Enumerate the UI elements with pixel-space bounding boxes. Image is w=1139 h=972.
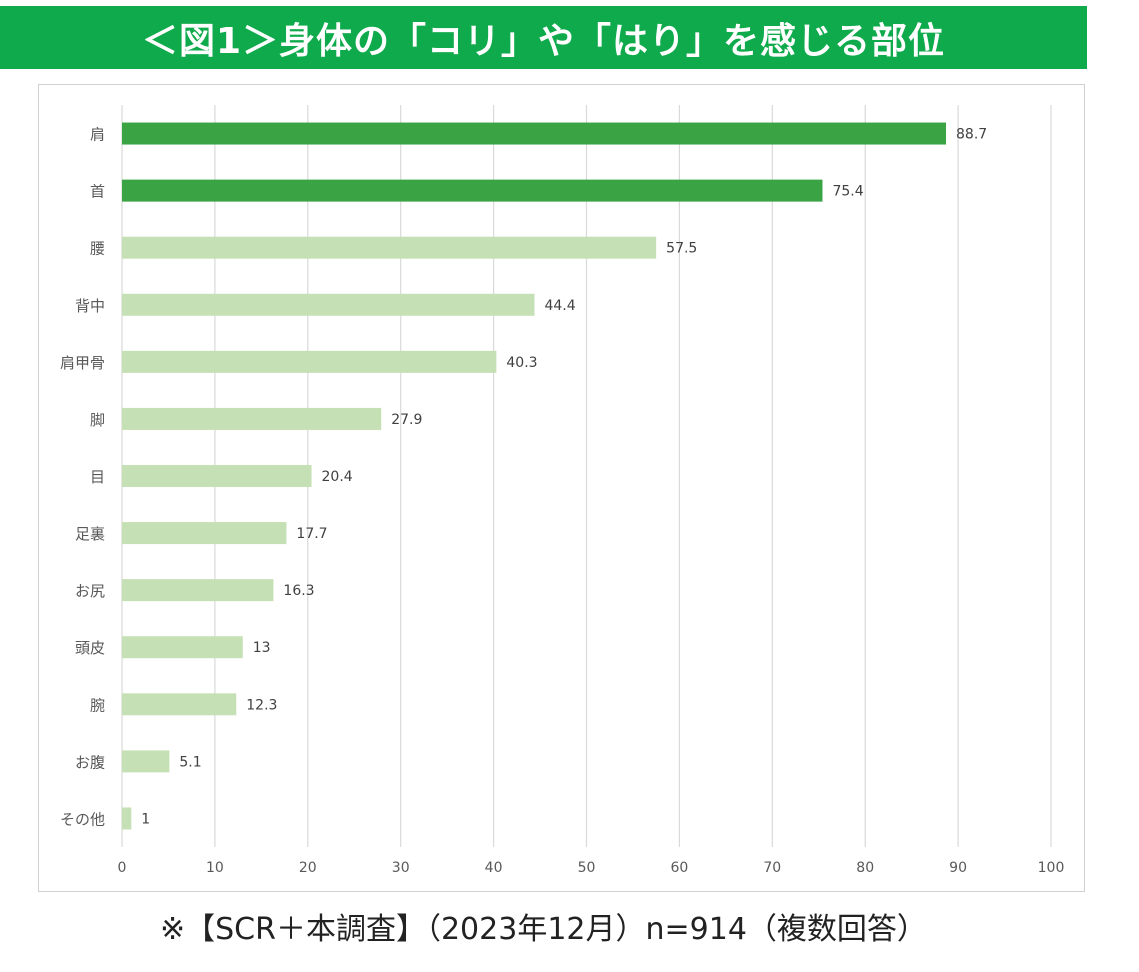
x-tick-label: 80 xyxy=(856,860,874,876)
bar xyxy=(122,236,657,259)
bar xyxy=(122,807,132,830)
bar xyxy=(122,407,382,430)
x-tick-label: 70 xyxy=(763,860,781,876)
category-label: 脚 xyxy=(90,411,105,429)
category-label: 頭皮 xyxy=(75,639,105,657)
x-tick-label: 30 xyxy=(392,860,410,876)
value-label: 75.4 xyxy=(832,184,863,200)
x-tick-label: 100 xyxy=(1038,860,1065,876)
bar xyxy=(122,693,237,716)
x-tick-label: 20 xyxy=(299,860,317,876)
category-label: お尻 xyxy=(75,582,105,600)
bar xyxy=(122,122,947,145)
bar xyxy=(122,579,274,602)
bar xyxy=(122,522,287,545)
value-label: 13 xyxy=(253,640,271,656)
category-label: 肩 xyxy=(90,126,105,144)
value-label: 20.4 xyxy=(322,469,353,485)
value-label: 88.7 xyxy=(956,127,987,143)
x-tick-label: 40 xyxy=(485,860,503,876)
category-label: 目 xyxy=(90,468,105,486)
x-tick-label: 0 xyxy=(118,860,127,876)
category-label: 腕 xyxy=(90,696,105,714)
value-label: 40.3 xyxy=(506,355,537,371)
bar xyxy=(122,636,243,659)
category-label: お腹 xyxy=(75,753,105,771)
bar xyxy=(122,465,312,487)
bar xyxy=(122,350,497,373)
footnote: ※【SCR＋本調査】（2023年12月）n=914（複数回答） xyxy=(160,912,927,947)
value-label: 57.5 xyxy=(666,241,697,257)
x-tick-label: 10 xyxy=(206,860,224,876)
bar xyxy=(122,750,170,773)
chart-frame: 0 10 20 30 40 50 60 70 80 90 100 肩 88.7 首 75.4 腰 57.5 背中 4… xyxy=(38,84,1085,892)
category-label: 腰 xyxy=(90,240,105,258)
category-label: 首 xyxy=(90,183,105,201)
title-banner: ＜図1＞身体の「コリ」や「はり」を感じる部位 xyxy=(0,6,1087,69)
category-label: 足裏 xyxy=(75,525,105,543)
x-tick-label: 90 xyxy=(949,860,967,876)
x-tick-label: 60 xyxy=(670,860,688,876)
value-label: 1 xyxy=(141,811,150,827)
category-label: 背中 xyxy=(75,297,105,315)
value-label: 44.4 xyxy=(544,298,575,314)
category-label: 肩甲骨 xyxy=(60,354,105,372)
value-label: 12.3 xyxy=(246,697,277,713)
value-label: 16.3 xyxy=(283,583,314,599)
bar xyxy=(122,179,823,202)
value-label: 17.7 xyxy=(296,526,327,542)
bar xyxy=(122,293,535,316)
category-label: その他 xyxy=(60,810,105,828)
bar-chart: 0 10 20 30 40 50 60 70 80 90 100 肩 88.7 首 75.4 腰 57.5 背中 4… xyxy=(60,105,1065,876)
value-label: 5.1 xyxy=(179,754,201,770)
x-tick-label: 50 xyxy=(578,860,596,876)
value-label: 27.9 xyxy=(391,412,422,428)
chart-title: ＜図1＞身体の「コリ」や「はり」を感じる部位 xyxy=(141,20,946,62)
